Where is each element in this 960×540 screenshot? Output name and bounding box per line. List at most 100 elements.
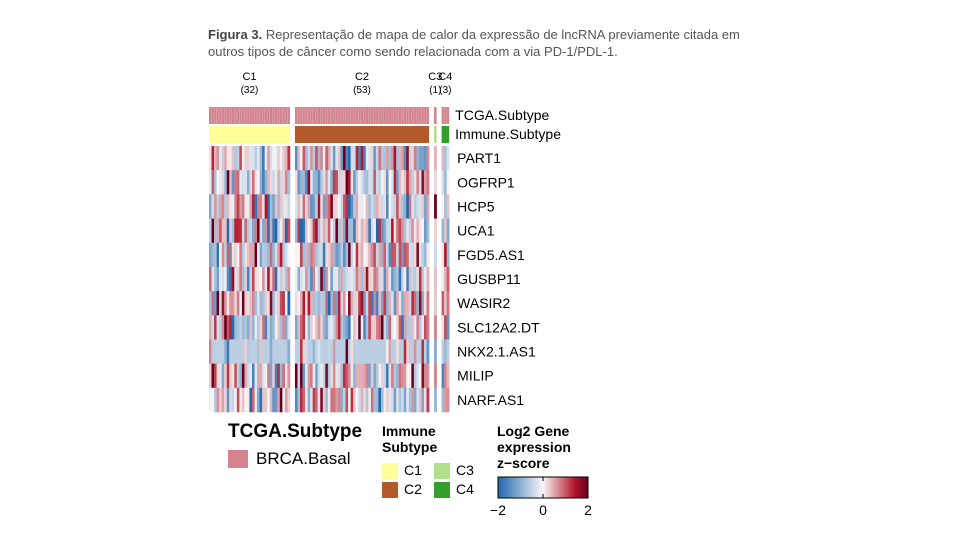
heatmap-cell [350,339,354,364]
heatmap-cell [297,194,301,219]
heatmap-cell [300,266,303,292]
heatmap-cell [257,170,260,195]
heatmap-cell [211,146,215,171]
heatmap-cell [330,315,334,340]
heatmap-cell [423,194,427,219]
heatmap-cell [375,194,379,219]
heatmap-cell [340,170,344,195]
heatmap-cell [365,194,369,219]
heatmap-cell [211,291,215,316]
figure-caption: Figura 3. Representação de mapa de calor… [208,26,768,60]
heatmap-cell [418,387,422,413]
heatmap-cell [216,242,220,268]
heatmap-cell [358,291,362,316]
tcga-legend-label: BRCA.Basal [256,449,351,468]
heatmap-cell [302,266,306,292]
heatmap-cell [312,146,316,171]
heatmap-cell [216,218,220,244]
heatmap-cell [224,218,228,244]
heatmap-cell [368,339,372,364]
heatmap-cell [360,291,364,316]
heatmap-cell [441,218,445,244]
heatmap-cell [257,387,260,413]
heatmap-cell [300,194,303,219]
heatmap-cell [305,194,308,219]
heatmap-cell [267,315,271,340]
immune-legend-title: Immune Subtype [382,423,462,455]
heatmap-cell [257,242,260,268]
heatmap-cell [219,146,222,171]
heatmap-cell [269,315,273,340]
heatmap-cell [418,339,422,364]
heatmap-cell [423,146,427,171]
heatmap-cell [391,194,394,219]
heatmap-cell [416,363,420,389]
heatmap-cell [348,339,351,364]
heatmap-cell [322,218,326,244]
heatmap-cell [274,315,278,340]
heatmap-cell [434,242,437,268]
heatmap-cell [353,242,356,268]
heatmap-cell [355,218,359,244]
heatmap-cell [239,387,243,413]
heatmap-cell [209,363,212,389]
heatmap-cell [411,363,415,389]
heatmap-cell [229,363,233,389]
heatmap-cell [236,266,240,292]
heatmap-cell [282,387,286,413]
heatmap-cell [252,363,255,389]
heatmap-cell [315,291,319,316]
heatmap-cell [355,146,359,171]
heatmap-cell [229,339,233,364]
heatmap-cell [315,315,319,340]
heatmap-cell [411,266,415,292]
heatmap-cell [320,291,324,316]
heatmap-cell [408,315,412,340]
heatmap-cell [358,387,362,413]
heatmap-cell [216,291,220,316]
heatmap-cell [441,170,445,195]
heatmap-cell [398,291,402,316]
heatmap-cell [279,339,283,364]
heatmap-cell [365,339,369,364]
heatmap-cell [226,339,230,364]
heatmap-cell [408,194,412,219]
heatmap-cell [214,170,217,195]
heatmap-cell [388,242,392,268]
heatmap-cell [282,315,286,340]
heatmap-cell [388,266,392,292]
heatmap-cell [383,266,387,292]
heatmap-cell [272,146,276,171]
heatmap-cell [406,266,410,292]
heatmap-cell [274,146,278,171]
heatmap-cell [398,339,402,364]
heatmap-cell [426,194,430,219]
tcga-annotation-c3 [434,107,437,124]
heatmap-cell [343,315,346,340]
heatmap-cell [269,218,273,244]
heatmap-cell [257,218,260,244]
heatmap-cell [350,170,354,195]
heatmap-cell [444,146,447,171]
heatmap-cell [418,315,422,340]
heatmap-cell [406,242,410,268]
heatmap-cell [214,315,217,340]
heatmap-cell [325,315,329,340]
heatmap-cell [244,339,248,364]
heatmap-cell [423,387,427,413]
heatmap-cell [330,146,334,171]
heatmap-cell [279,266,283,292]
heatmap-cell [244,291,248,316]
heatmap-cell [312,291,316,316]
heatmap-cell [229,387,233,413]
heatmap-cell [294,146,298,171]
heatmap-cell [345,363,349,389]
heatmap-cell [375,339,379,364]
heatmap-cell [287,242,291,268]
heatmap-cell [360,194,364,219]
heatmap-cell [239,218,243,244]
heatmap-cell [312,194,316,219]
heatmap-cell [343,339,346,364]
heatmap-cell [226,315,230,340]
heatmap-cell [330,363,334,389]
